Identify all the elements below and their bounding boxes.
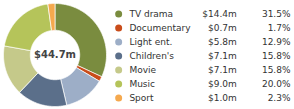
svg-text:TV drama: TV drama: [128, 9, 173, 19]
svg-text:$5.8m: $5.8m: [208, 37, 237, 47]
svg-text:$7.1m: $7.1m: [208, 51, 237, 61]
svg-text:$1.0m: $1.0m: [208, 93, 237, 103]
svg-text:20.0%: 20.0%: [262, 79, 291, 89]
svg-text:12.9%: 12.9%: [262, 37, 291, 47]
svg-text:$0.7m: $0.7m: [208, 23, 237, 33]
svg-text:Children's: Children's: [129, 51, 174, 61]
svg-text:15.8%: 15.8%: [262, 51, 291, 61]
svg-text:$7.1m: $7.1m: [208, 65, 237, 75]
svg-text:Movie: Movie: [129, 65, 156, 75]
svg-text:15.8%: 15.8%: [262, 65, 291, 75]
svg-text:Documentary: Documentary: [129, 23, 191, 33]
svg-text:1.7%: 1.7%: [268, 23, 291, 33]
svg-text:Music: Music: [129, 79, 155, 89]
svg-text:$9.0m: $9.0m: [208, 79, 237, 89]
svg-text:Light ent.: Light ent.: [129, 37, 172, 47]
svg-text:$14.4m: $14.4m: [202, 9, 237, 19]
svg-text:2.3%: 2.3%: [268, 93, 291, 103]
svg-text:$44.7m: $44.7m: [34, 49, 76, 60]
svg-text:Sport: Sport: [129, 93, 154, 103]
svg-text:31.5%: 31.5%: [262, 9, 291, 19]
